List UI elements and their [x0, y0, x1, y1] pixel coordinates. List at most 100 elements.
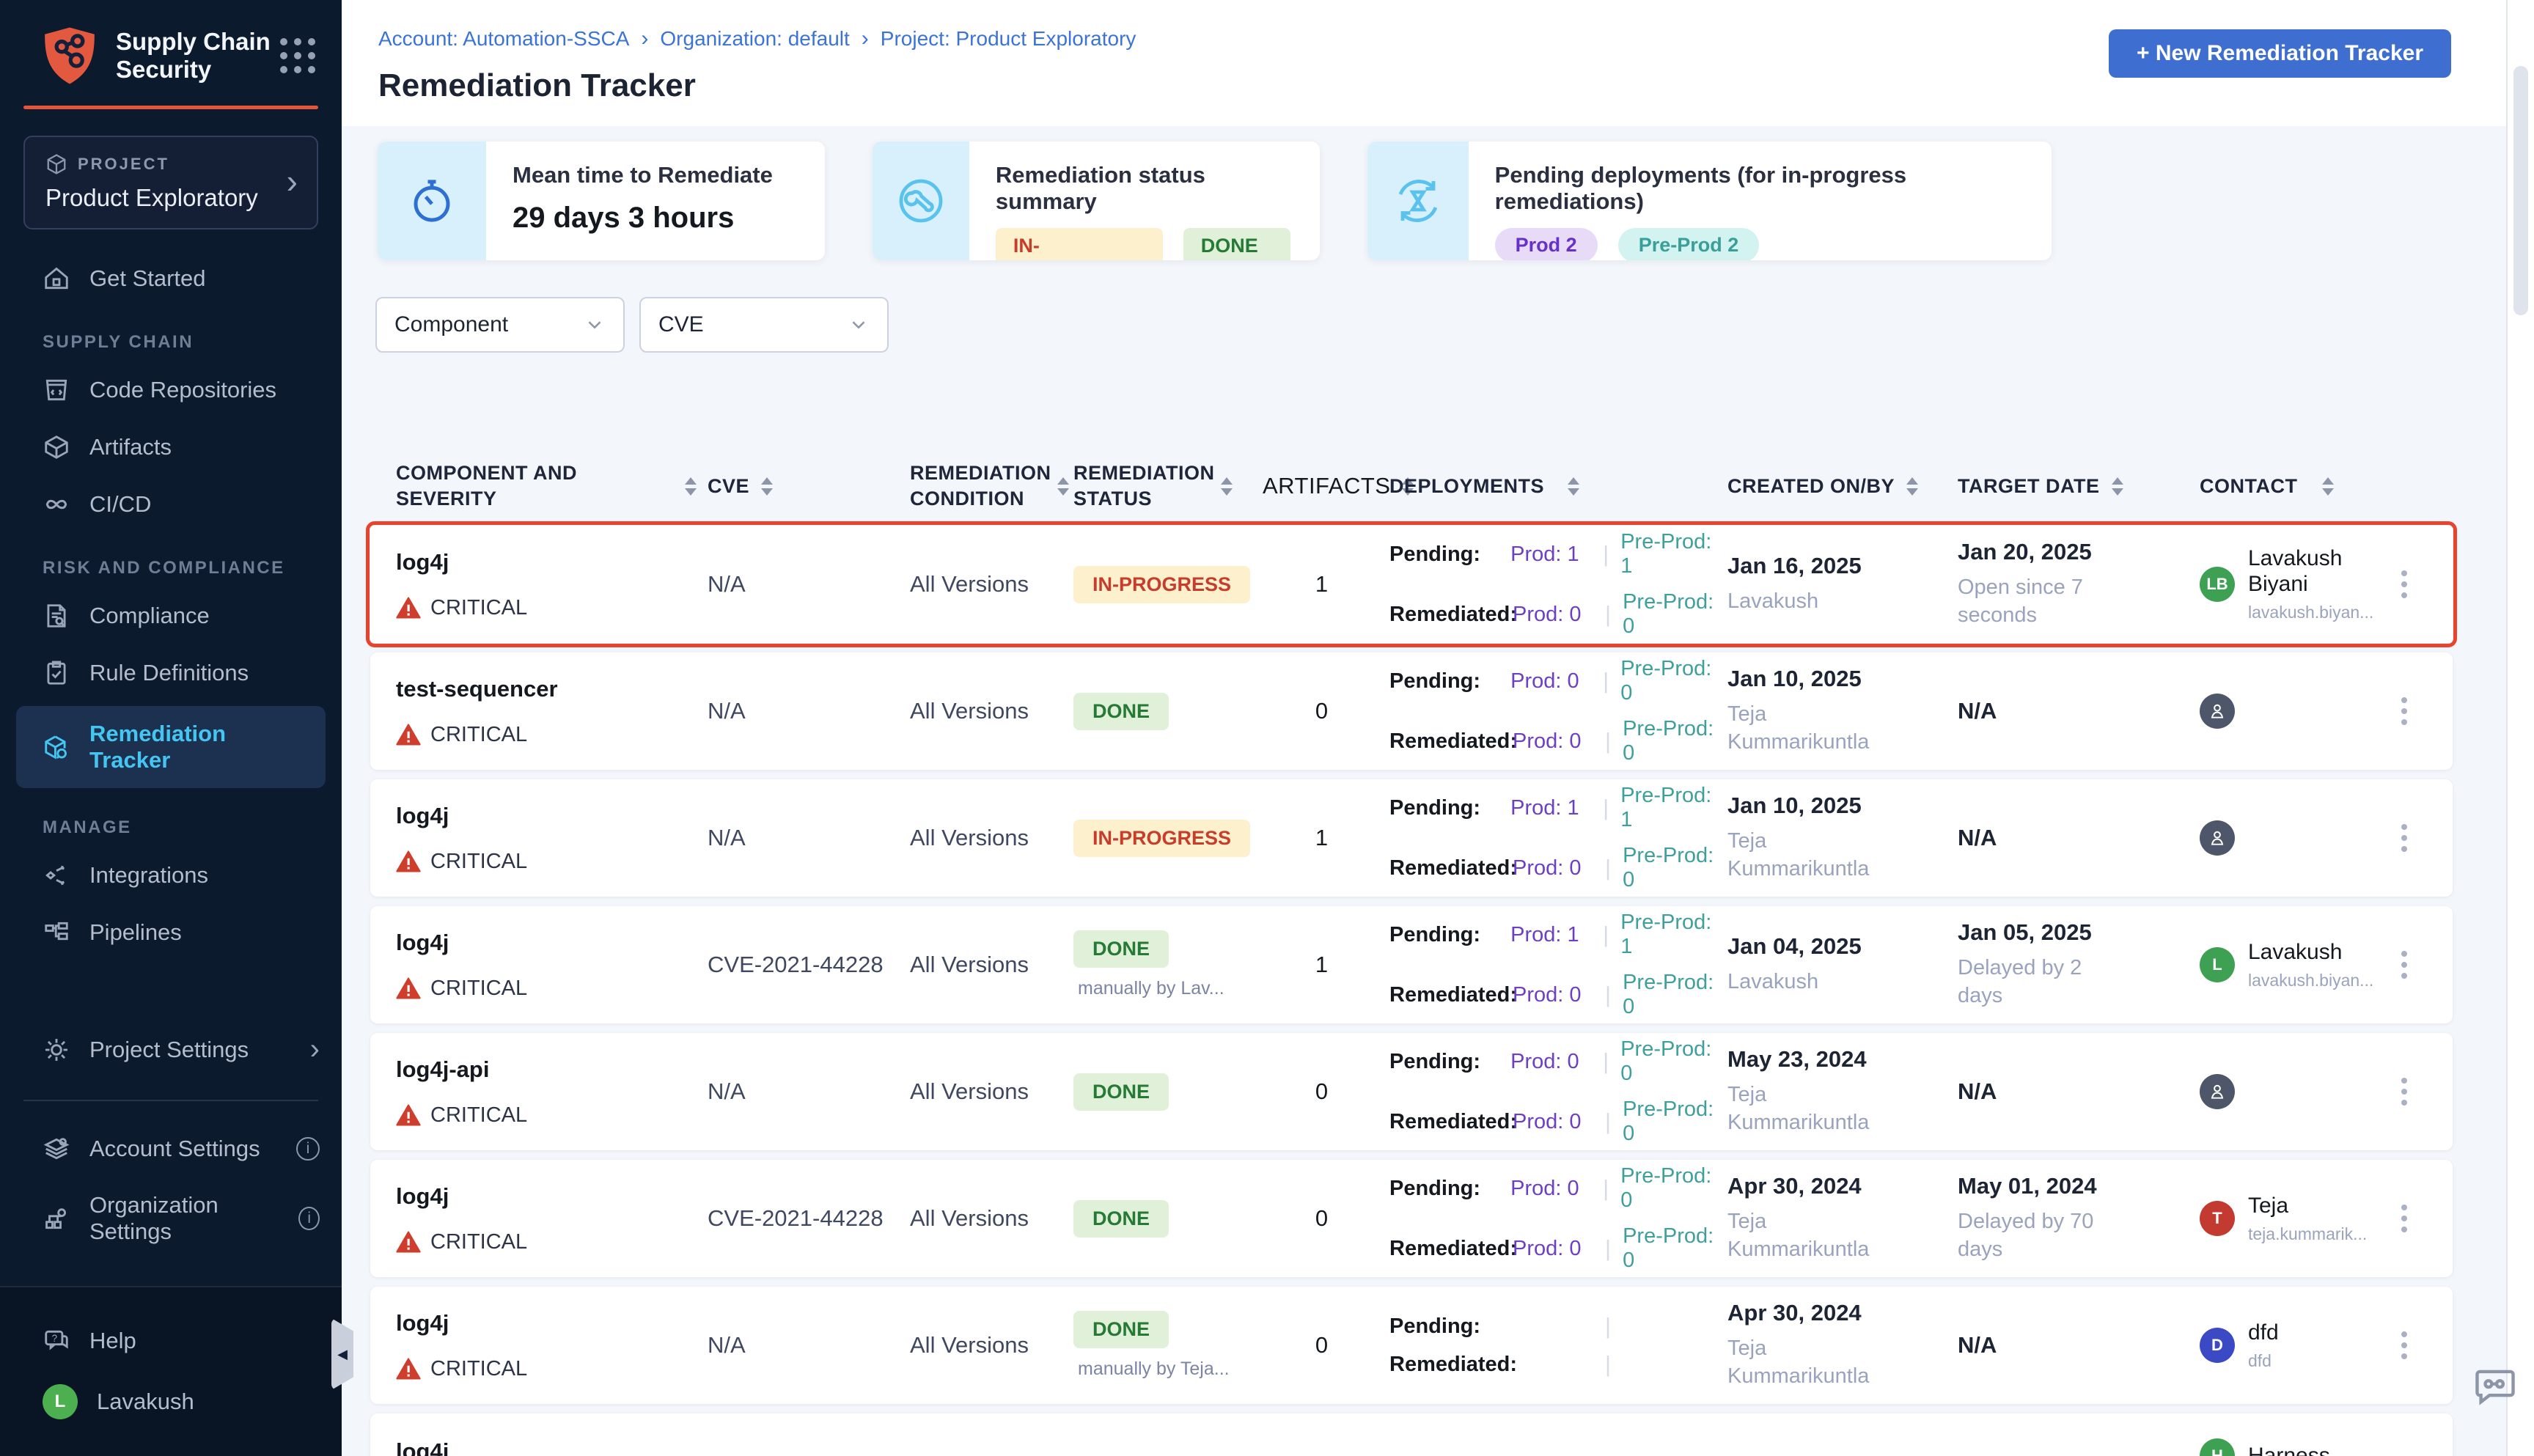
pending-preprod-value: Pre-Prod: 1 — [1620, 530, 1712, 578]
value-divider: | — [1605, 1108, 1612, 1134]
table-row[interactable]: test-sequencer CRITICAL N/A All Versions… — [370, 652, 2453, 770]
breadcrumb-account[interactable]: Account: Automation-SSCA — [378, 27, 630, 50]
sidebar-item-get-started[interactable]: Get Started — [0, 250, 342, 307]
table-row[interactable]: log4j CRITICAL CVE-2021-44228 All Versio… — [370, 906, 2453, 1023]
support-chat-icon[interactable] — [2472, 1362, 2518, 1408]
remediated-label: Remediated: — [1389, 1109, 1518, 1133]
infinity-icon — [45, 499, 67, 510]
hourglass-cycle-icon — [1398, 180, 1438, 222]
pending-label: Pending: — [1389, 795, 1481, 820]
row-menu-button[interactable] — [2394, 944, 2414, 986]
table-row[interactable]: log4j CRITICAL DONE Pending: | Remediate… — [370, 1413, 2453, 1456]
row-menu-button[interactable] — [2394, 563, 2414, 606]
module-grid-icon[interactable] — [280, 38, 315, 73]
card-title: Remediation status summary — [995, 162, 1205, 214]
sort-icon[interactable] — [2111, 477, 2123, 496]
cve-filter-select[interactable]: CVE — [639, 297, 889, 353]
severity-label: CRITICAL — [430, 722, 528, 746]
sort-icon[interactable] — [1568, 477, 1580, 496]
sort-icon[interactable] — [1057, 477, 1069, 496]
row-menu-button[interactable] — [2394, 817, 2414, 859]
header-cve[interactable]: CVE — [697, 474, 903, 499]
sidebar-item-account-settings[interactable]: Account Settings i — [0, 1120, 342, 1177]
chevron-down-icon — [852, 321, 865, 329]
created-date: Jan 16, 2025 — [1727, 553, 1862, 579]
component-cell: log4j-api CRITICAL — [370, 1056, 697, 1128]
row-menu-button[interactable] — [2394, 1324, 2414, 1367]
header-created-on-by[interactable]: CREATED ON/BY — [1727, 474, 1958, 499]
sort-icon[interactable] — [1906, 477, 1919, 496]
deployments-cell: Pending: Prod: 1 | Pre-Prod: 1 Remediate… — [1389, 530, 1727, 639]
sidebar-item-artifacts[interactable]: Artifacts — [0, 419, 342, 476]
sidebar-item-cicd[interactable]: CI/CD — [0, 476, 342, 533]
component-filter-select[interactable]: Component — [375, 297, 625, 353]
component-name: log4j — [396, 1438, 449, 1456]
sidebar-item-label: Help — [89, 1328, 136, 1353]
sort-icon[interactable] — [1402, 477, 1414, 496]
pending-prod-value: Prod: 0 — [1510, 1176, 1579, 1200]
header-remediation-status[interactable]: REMEDIATION STATUS — [1073, 460, 1254, 512]
table-row[interactable]: log4j CRITICAL N/A All Versions IN-PROGR… — [366, 521, 2457, 647]
sidebar-item-integrations[interactable]: Integrations — [0, 847, 342, 904]
target-date: Jan 20, 2025 — [1958, 539, 2092, 565]
table-row[interactable]: log4j CRITICAL N/A All Versions DONE man… — [370, 1287, 2453, 1404]
row-menu-button[interactable] — [2394, 1070, 2414, 1113]
header-deployments[interactable]: DEPLOYMENTS — [1389, 474, 1727, 499]
target-date: N/A — [1958, 698, 1997, 724]
sidebar-item-help[interactable]: ? Help — [0, 1312, 342, 1369]
sidebar-collapse-handle[interactable]: ◀ — [331, 1318, 353, 1390]
header-remediation-condition[interactable]: REMEDIATION CONDITION — [903, 460, 1073, 512]
row-menu-button[interactable] — [2394, 1197, 2414, 1240]
sidebar-item-label: Integrations — [89, 862, 208, 888]
artifacts-cell: 0 — [1315, 1078, 1329, 1104]
sort-icon[interactable] — [761, 477, 774, 496]
header-contact[interactable]: CONTACT — [2200, 474, 2381, 499]
critical-severity-icon — [396, 1358, 421, 1380]
header-component[interactable]: COMPONENT AND SEVERITY — [370, 460, 697, 512]
done-count-badge: DONE 26 — [1183, 228, 1290, 260]
sort-icon[interactable] — [685, 477, 697, 496]
created-by: Lavakush — [1727, 589, 1819, 614]
new-remediation-tracker-button[interactable]: + New Remediation Tracker — [2109, 29, 2451, 78]
sidebar-item-remediation-tracker[interactable]: Remediation Tracker — [16, 706, 326, 788]
header-artifacts[interactable]: ARTIFACTS — [1254, 471, 1414, 501]
target-date: May 01, 2024 — [1958, 1173, 2097, 1199]
page-scrollbar[interactable] — [2506, 0, 2534, 1456]
row-menu-button[interactable] — [2394, 690, 2414, 732]
pending-prod-value: Prod: 0 — [1510, 669, 1579, 693]
breadcrumb-project[interactable]: Project: Product Exploratory — [880, 27, 1136, 50]
sidebar-item-project-settings[interactable]: Project Settings › — [0, 1018, 342, 1081]
sidebar-item-code-repositories[interactable]: Code Repositories — [0, 361, 342, 419]
critical-severity-icon — [396, 724, 421, 746]
contact-name: Teja — [2248, 1193, 2289, 1218]
sort-icon[interactable] — [1221, 477, 1233, 496]
contact-name: Harness — [2248, 1443, 2330, 1456]
user-avatar: L — [43, 1384, 78, 1419]
remediated-label: Remediated: — [1389, 856, 1518, 880]
sidebar-item-compliance[interactable]: Compliance — [0, 587, 342, 644]
table-row[interactable]: log4j CRITICAL N/A All Versions IN-PROGR… — [370, 779, 2453, 897]
table-row[interactable]: log4j-api CRITICAL N/A All Versions DONE… — [370, 1033, 2453, 1150]
sidebar-user[interactable]: L Lavakush — [0, 1369, 342, 1434]
breadcrumb-separator: › — [641, 26, 649, 51]
created-by: Teja Kummarikuntla — [1727, 1083, 1870, 1134]
pending-label: Pending: — [1389, 1314, 1481, 1338]
scrollbar-thumb[interactable] — [2513, 66, 2528, 315]
project-selector[interactable]: PROJECT Product Exploratory › — [23, 136, 318, 229]
header-target-date[interactable]: TARGET DATE — [1958, 474, 2200, 499]
created-cell: Jan 10, 2025 Teja Kummarikuntla — [1727, 793, 1958, 883]
remediated-label: Remediated: — [1389, 729, 1518, 753]
cve-cell: N/A — [708, 571, 746, 597]
artifacts-cell: 1 — [1315, 825, 1329, 850]
filters-bar: Component CVE — [375, 297, 889, 353]
sidebar-item-organization-settings[interactable]: Organization Settings i — [0, 1177, 342, 1260]
org-chart-gear-icon — [45, 1208, 66, 1229]
pipelines-icon — [45, 922, 68, 941]
condition-cell: All Versions — [910, 571, 1029, 597]
breadcrumb-organization[interactable]: Organization: default — [660, 27, 850, 50]
sort-icon[interactable] — [2322, 477, 2335, 496]
table-row[interactable]: log4j CRITICAL CVE-2021-44228 All Versio… — [370, 1160, 2453, 1277]
sidebar-item-rule-definitions[interactable]: Rule Definitions — [0, 644, 342, 702]
project-name: Product Exploratory — [45, 184, 258, 211]
sidebar-item-pipelines[interactable]: Pipelines — [0, 904, 342, 961]
